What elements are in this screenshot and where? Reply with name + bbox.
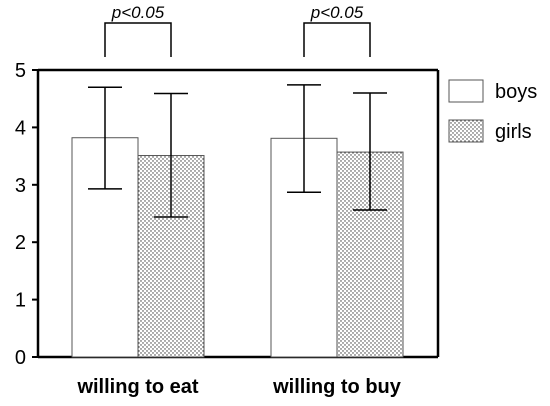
x-category-label: willing to buy xyxy=(272,376,402,398)
legend-label-boys: boys xyxy=(495,81,537,103)
legend-swatch-girls xyxy=(448,119,484,143)
y-tick-label: 1 xyxy=(15,290,26,312)
significance-bracket xyxy=(303,22,371,57)
significance-bracket xyxy=(104,22,172,57)
bar-boys-1 xyxy=(270,137,338,358)
significance-label: p<0.05 xyxy=(111,3,165,22)
legend-swatch-boys xyxy=(448,79,484,103)
y-tick-label: 3 xyxy=(15,175,26,197)
y-tick-label: 2 xyxy=(15,232,26,254)
legend-label-girls: girls xyxy=(495,121,532,143)
y-tick-label: 4 xyxy=(15,117,26,139)
significance-label: p<0.05 xyxy=(310,3,364,22)
x-category-label: willing to eat xyxy=(76,376,198,398)
y-tick-label: 0 xyxy=(15,347,26,369)
y-tick-label: 5 xyxy=(15,60,26,82)
